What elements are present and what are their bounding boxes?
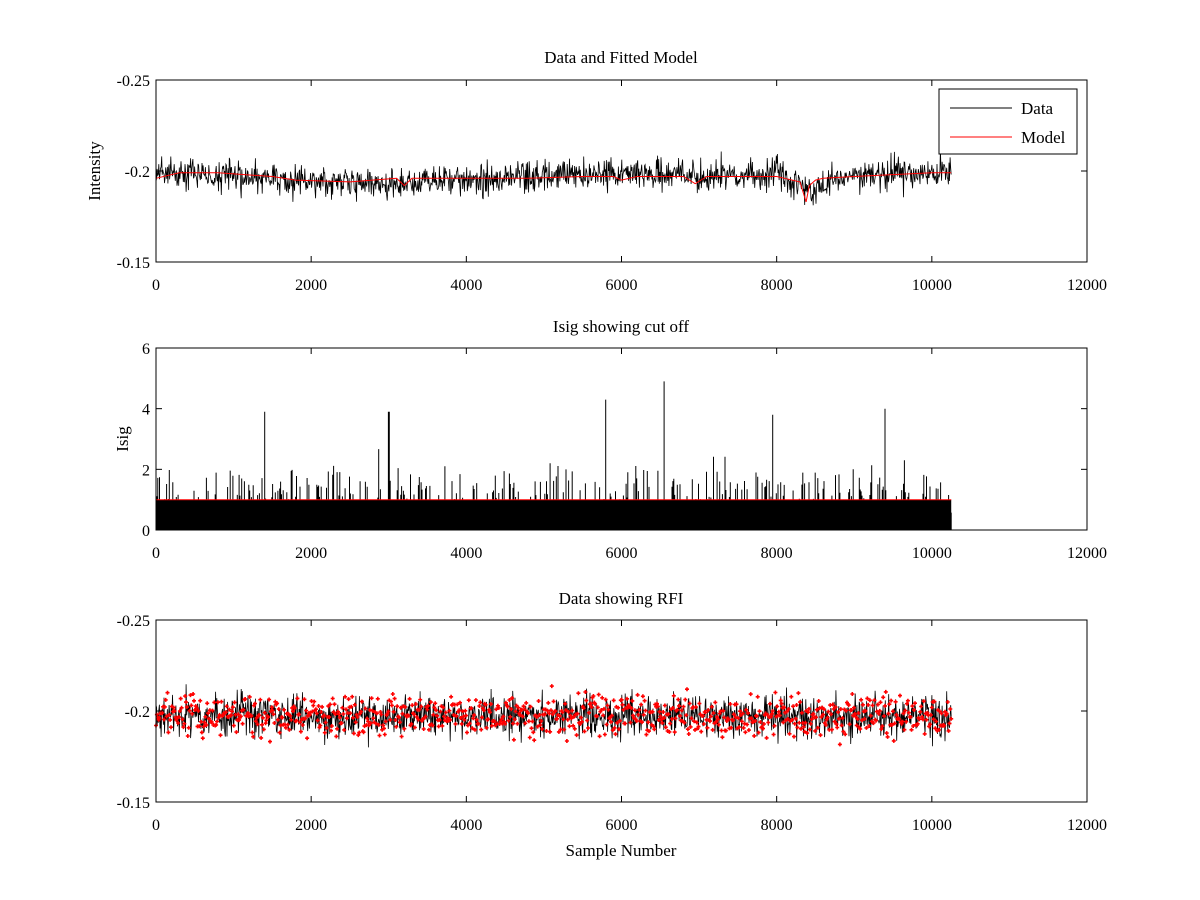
x-tick-label: 6000 [606, 277, 638, 294]
x-tick-label: 10000 [912, 277, 952, 294]
panel-isig-cutoff: 0 2000 4000 6000 8000 10000 12000 0 2 4 6 Isig sho… [113, 317, 1107, 562]
x-tick-label: 8000 [761, 277, 793, 294]
x-tick-label: 8000 [761, 817, 793, 834]
legend-box [938, 88, 1078, 155]
panel-3-ticks: 0 2000 4000 6000 8000 10000 12000 -0.25 -0.2 -0.1… [117, 613, 1107, 834]
legend-label-model: Model [1021, 128, 1066, 147]
x-tick-label: 12000 [1067, 545, 1107, 562]
panel-3-x-axis-label: Sample Number [566, 841, 677, 860]
panel-data-showing-rfi: 0 2000 4000 6000 8000 10000 12000 -0.25 -0.2 -0.1… [117, 589, 1107, 860]
x-tick-label: 8000 [761, 545, 793, 562]
panel-1-title: Data and Fitted Model [544, 48, 698, 67]
y-tick-label: 6 [142, 341, 150, 358]
y-tick-label: 2 [142, 462, 150, 479]
x-tick-label: 0 [152, 277, 160, 294]
legend-label-data: Data [1021, 99, 1054, 118]
x-tick-label: 2000 [295, 817, 327, 834]
y-tick-label: 4 [142, 402, 150, 419]
panel-2-plot-area [155, 381, 952, 530]
x-tick-label: 4000 [450, 817, 482, 834]
y-tick-label: -0.15 [117, 795, 150, 812]
x-tick-label: 2000 [295, 545, 327, 562]
y-tick-label: -0.15 [117, 255, 150, 272]
x-tick-label: 6000 [606, 545, 638, 562]
panel-1-ticks: 0 2000 4000 6000 8000 10000 12000 -0.25 -0.2 -0.1… [117, 73, 1107, 294]
x-tick-label: 10000 [912, 545, 952, 562]
x-tick-label: 4000 [450, 545, 482, 562]
y-tick-label: -0.25 [117, 73, 150, 90]
x-tick-label: 0 [152, 545, 160, 562]
panel-2-ticks: 0 2000 4000 6000 8000 10000 12000 0 2 4 6 [142, 341, 1107, 562]
x-tick-label: 4000 [450, 277, 482, 294]
x-tick-label: 10000 [912, 817, 952, 834]
legend: Data Model [938, 88, 1078, 155]
panel-2-y-axis-label: Isig [113, 426, 132, 452]
y-tick-label: -0.2 [125, 164, 150, 181]
panel-data-and-model: 0 2000 4000 6000 8000 10000 12000 -0.25 -0.2 -0.1… [85, 48, 1107, 294]
x-tick-label: 0 [152, 817, 160, 834]
panel-3-title: Data showing RFI [559, 589, 684, 608]
panel-1-plot-area [155, 149, 952, 206]
panel-2-title: Isig showing cut off [553, 317, 689, 336]
y-tick-label: 0 [142, 523, 150, 540]
panel-1-series-model [155, 172, 952, 203]
y-tick-label: -0.25 [117, 613, 150, 630]
x-tick-label: 2000 [295, 277, 327, 294]
x-tick-label: 6000 [606, 817, 638, 834]
x-tick-label: 12000 [1067, 817, 1107, 834]
y-tick-label: -0.2 [125, 704, 150, 721]
x-tick-label: 12000 [1067, 277, 1107, 294]
panel-1-y-axis-label: Intensity [85, 141, 104, 201]
